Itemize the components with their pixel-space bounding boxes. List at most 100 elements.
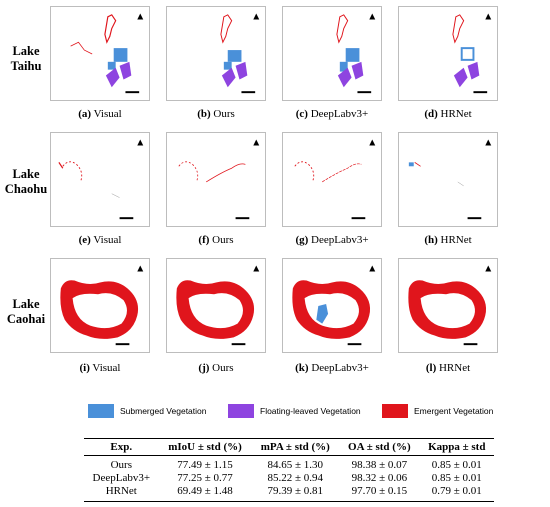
caption-j: (j) Ours [158,362,274,374]
row-label-caohai: Lake Caohai [4,297,48,327]
map-taihu-visual: ▲ [50,6,150,101]
caption-f: (f) Ours [158,234,274,246]
table-cell: 77.25 ± 0.77 [177,472,233,484]
legend-item-floating: Floating-leaved Vegetation [228,404,361,418]
legend: Submerged Vegetation Floating-leaved Veg… [0,404,550,424]
caption-text: Ours [210,108,235,120]
results-table: Exp. mIoU ± std (%) mPA ± std (%) OA ± s… [84,438,494,502]
table-header-row: Exp. mIoU ± std (%) mPA ± std (%) OA ± s… [84,438,494,456]
table-cell: 84.65 ± 1.30 [267,459,324,471]
caption-letter: (i) [79,362,90,374]
caption-letter: (h) [424,234,438,246]
caption-letter: (c) [295,108,308,120]
table-row: HRNet 69.49 ± 1.48 79.39 ± 0.81 97.70 ± … [84,485,494,502]
caption-text: HRNet [437,234,472,246]
row-label-line: Chaohu [4,182,48,196]
svg-text:▲: ▲ [137,138,143,147]
svg-text:▲: ▲ [137,264,143,273]
table-cell: 0.79 ± 0.01 [419,485,494,502]
table-cell: Ours [110,459,132,471]
legend-swatch [382,404,408,418]
row-label-taihu: Lake Taihu [4,44,48,74]
table-cell: 79.39 ± 0.81 [251,485,340,502]
svg-text:▲: ▲ [253,138,259,147]
caption-text: Visual [89,362,121,374]
header-kappa: Kappa ± std [419,438,494,456]
map-caohai-hrnet: ▲ [398,258,498,353]
table-cell: 0.85 ± 0.01 [431,472,482,484]
table-cell: 77.49 ± 1.15 [177,459,233,471]
map-chaohu-deeplab: ▲ [282,132,382,227]
map-caohai-deeplab: ▲ [282,258,382,353]
caption-letter: (f) [198,234,210,246]
legend-swatch [88,404,114,418]
caption-letter: (l) [425,362,437,374]
legend-label: Floating-leaved Vegetation [260,406,361,416]
caption-letter: (b) [197,108,211,120]
map-caohai-visual: ▲ [50,258,150,353]
table-cell: 69.49 ± 1.48 [158,485,252,502]
caption-text: HRNet [437,108,472,120]
svg-text:▲: ▲ [485,264,491,273]
map-chaohu-ours: ▲ [166,132,266,227]
table-cell: 98.38 ± 0.07 [351,459,408,471]
caption-text: Visual [90,234,122,246]
svg-text:▲: ▲ [369,264,375,273]
legend-swatch [228,404,254,418]
caption-letter: (d) [424,108,438,120]
map-taihu-hrnet: ▲ [398,6,498,101]
caption-b: (b) Ours [158,108,274,120]
caption-e: (e) Visual [42,234,158,246]
caption-letter: (k) [295,362,309,374]
row-label-line: Caohai [6,312,46,326]
caption-text: Ours [209,234,234,246]
caption-i: (i) Visual [42,362,158,374]
caption-c: (c) DeepLabv3+ [274,108,390,120]
caption-k: (k) DeepLabv3+ [274,362,390,374]
caption-l: (l) HRNet [390,362,506,374]
caption-text: DeepLabv3+ [308,234,369,246]
table-row: DeepLabv3+ 77.25 ± 0.77 85.22 ± 0.94 98.… [84,472,494,485]
legend-label: Emergent Vegetation [414,406,494,416]
caption-text: Visual [91,108,122,120]
svg-text:▲: ▲ [253,264,259,273]
header-exp: Exp. [84,438,159,456]
caption-text: DeepLabv3+ [307,108,369,120]
map-taihu-deeplab: ▲ [282,6,382,101]
map-taihu-ours: ▲ [166,6,266,101]
caption-h: (h) HRNet [390,234,506,246]
legend-label: Submerged Vegetation [120,406,207,416]
table-cell: 97.70 ± 0.15 [339,485,420,502]
row-label-line: Lake [12,167,40,181]
svg-text:▲: ▲ [485,138,491,147]
table-row: Ours 77.49 ± 1.15 84.65 ± 1.30 98.38 ± 0… [84,456,494,473]
table-cell: DeepLabv3+ [92,472,151,484]
caption-letter: (g) [295,234,309,246]
svg-text:▲: ▲ [253,12,259,21]
table-cell: 98.32 ± 0.06 [351,472,408,484]
caption-text: DeepLabv3+ [308,362,369,374]
caption-text: HRNet [436,362,471,374]
table-cell: 0.85 ± 0.01 [431,459,482,471]
map-chaohu-hrnet: ▲ [398,132,498,227]
header-miou: mIoU ± std (%) [158,438,252,456]
svg-text:▲: ▲ [369,12,375,21]
map-caohai-ours: ▲ [166,258,266,353]
row-label-line: Lake [12,44,40,58]
svg-text:▲: ▲ [137,12,143,21]
header-oa: OA ± std (%) [339,438,420,456]
map-chaohu-visual: ▲ [50,132,150,227]
caption-g: (g) DeepLabv3+ [274,234,390,246]
table-cell: 85.22 ± 0.94 [267,472,324,484]
row-label-chaohu: Lake Chaohu [4,167,48,197]
legend-item-submerged: Submerged Vegetation [88,404,206,418]
caption-text: Ours [209,362,234,374]
caption-d: (d) HRNet [390,108,506,120]
header-mpa: mPA ± std (%) [251,438,340,456]
legend-item-emergent: Emergent Vegetation [382,404,493,418]
caption-letter: (a) [78,108,92,120]
caption-letter: (e) [78,234,91,246]
row-label-line: Lake [12,297,40,311]
svg-text:▲: ▲ [369,138,375,147]
row-label-line: Taihu [10,59,42,73]
